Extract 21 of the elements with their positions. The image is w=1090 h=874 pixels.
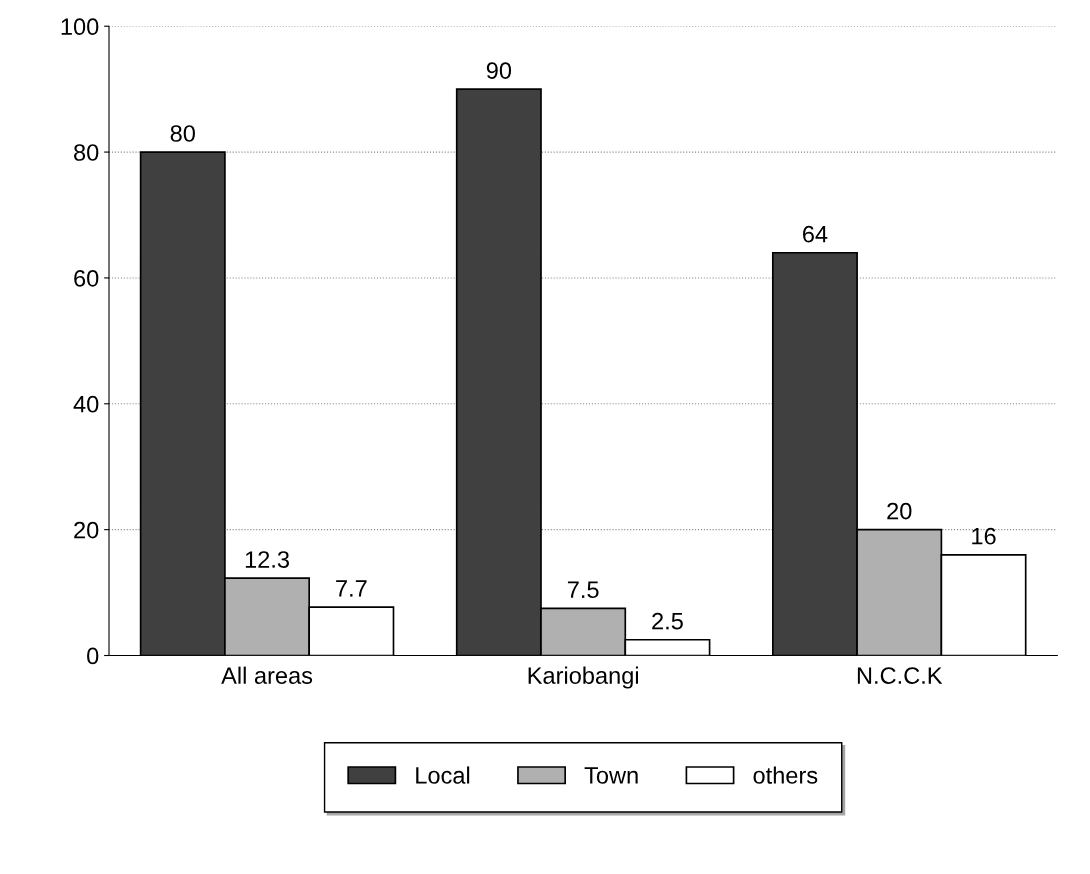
legend-label: others [753, 766, 818, 784]
x-tick-label: Kariobangi [528, 666, 639, 689]
data-label: 20 [887, 502, 912, 520]
data-label: 2.5 [652, 612, 683, 630]
y-tick-label: 20 [74, 521, 99, 539]
x-tick-label: All areas [221, 666, 313, 684]
data-label: 7.7 [336, 580, 367, 597]
legend-label: Local [416, 766, 470, 784]
data-label: 7.5 [567, 581, 599, 599]
x-tick-label: N.C.C.K [857, 667, 943, 684]
legend-label: Town [584, 767, 638, 784]
data-label: 12.3 [245, 551, 289, 568]
y-tick-label: 40 [73, 395, 99, 413]
data-label: 80 [170, 125, 195, 142]
y-tick-label: 80 [74, 144, 99, 161]
y-tick-label: 100 [61, 18, 99, 36]
data-label: 64 [803, 225, 828, 243]
y-tick-label: 60 [74, 270, 99, 287]
data-label: 90 [486, 62, 512, 79]
data-label: 16 [972, 527, 996, 545]
y-tick-label: 0 [87, 647, 99, 665]
